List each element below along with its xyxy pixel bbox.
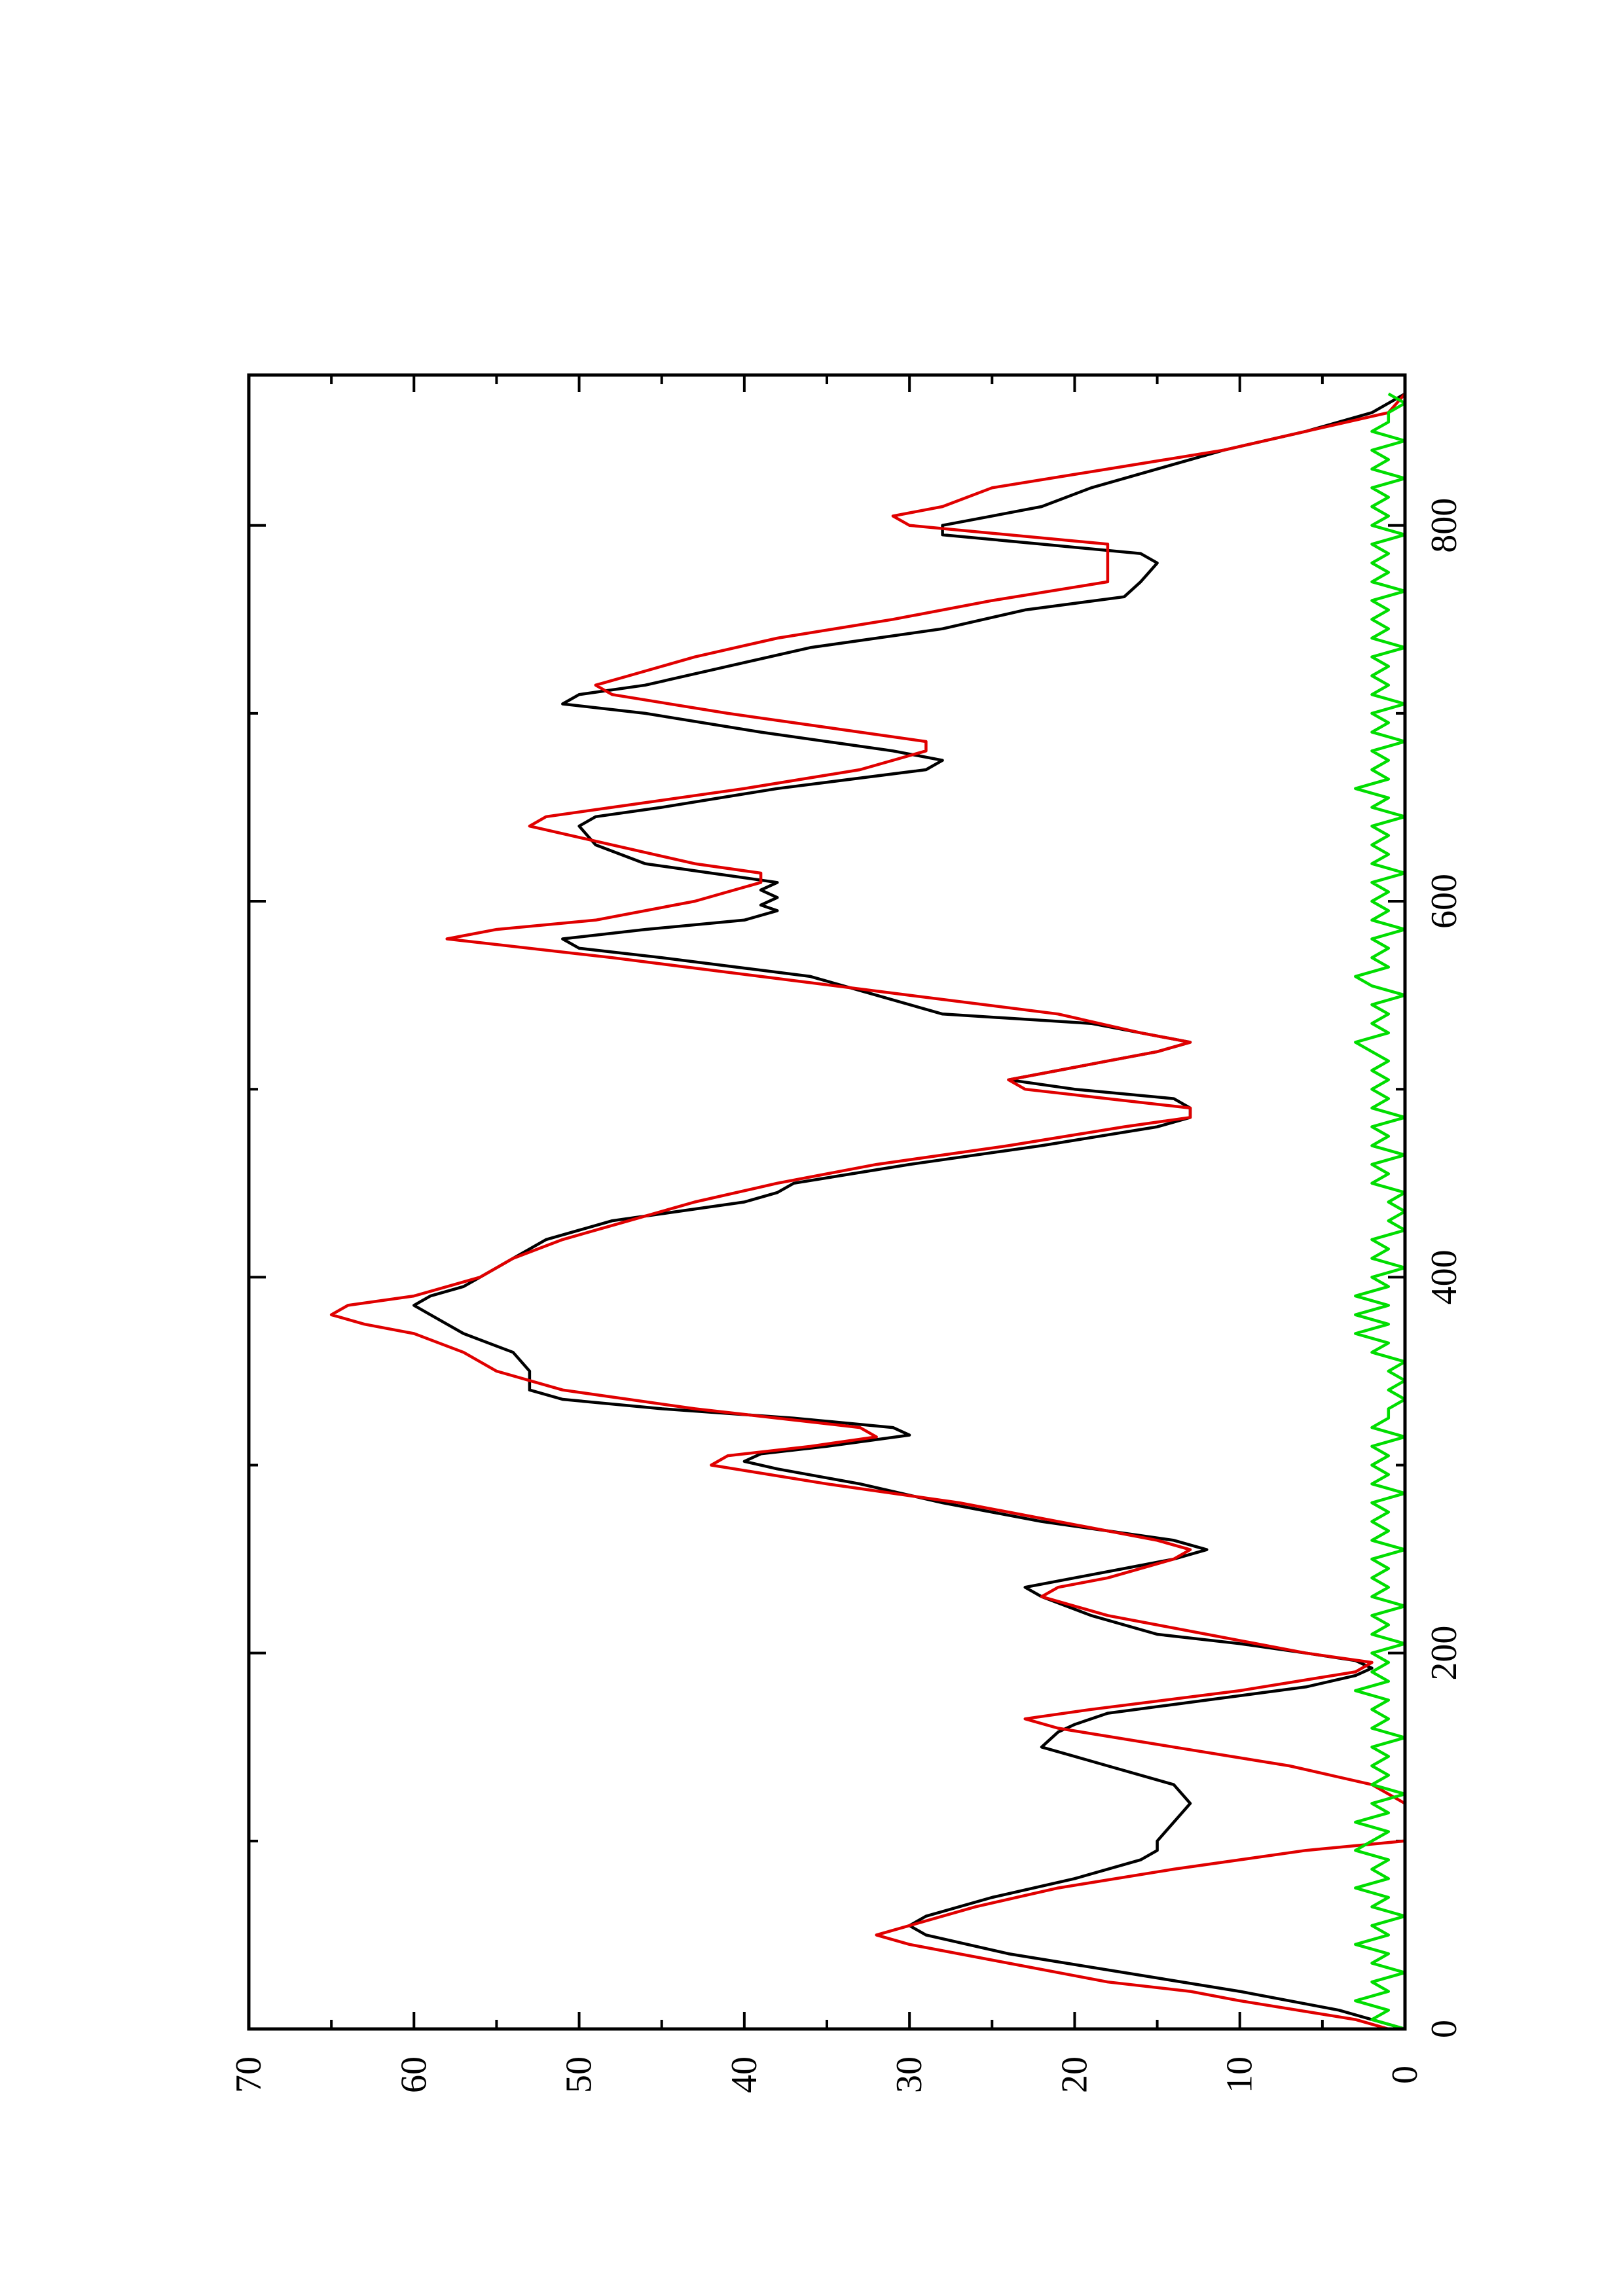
- x-tick-label: 800: [1424, 498, 1465, 553]
- x-tick-label: 400: [1424, 1249, 1465, 1304]
- y-tick-label: 60: [393, 2056, 434, 2093]
- y-tick-label: 50: [559, 2056, 600, 2093]
- y-tick-label: 10: [1220, 2056, 1260, 2093]
- y-tick-label: 20: [1054, 2056, 1095, 2093]
- plot-frame: [247, 373, 1407, 2031]
- y-tick-label: 30: [889, 2056, 930, 2093]
- series-lines: [329, 392, 1407, 2031]
- tick-labels: 0 200 400 600 800 0 10 20 30 40 50 60 70: [228, 498, 1465, 2093]
- x-tick-label: 200: [1424, 1626, 1465, 1681]
- x-tick-label: 600: [1424, 874, 1465, 929]
- series-line-1: [412, 392, 1406, 2031]
- series-line-2: [329, 393, 1407, 2031]
- y-tick-label: 0: [1385, 2066, 1425, 2084]
- x-tick-label: 0: [1424, 2020, 1465, 2038]
- y-tick-label: 40: [724, 2056, 765, 2093]
- axis-ticks: [247, 375, 1406, 2030]
- y-tick-label: 70: [228, 2056, 269, 2093]
